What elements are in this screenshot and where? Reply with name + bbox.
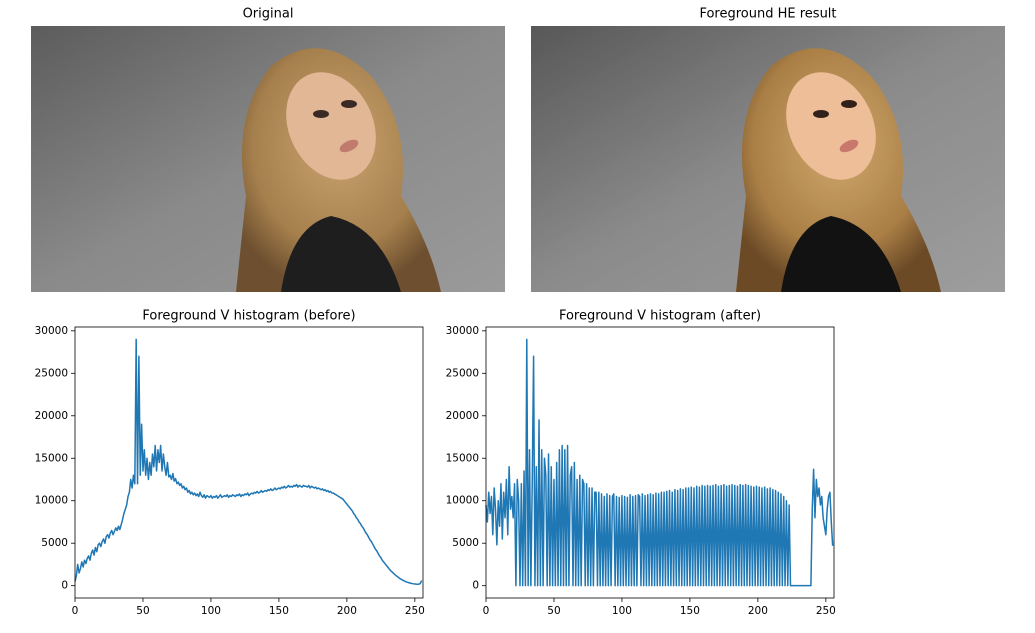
image-title: Original [243,7,294,22]
image-title: Foreground HE result [699,7,836,22]
data-line [74,338,423,585]
y-tick-label: 10000 [35,495,68,507]
x-tick-label: 0 [483,605,490,617]
y-tick-label: 15000 [446,452,479,464]
x-tick-label: 200 [748,605,768,617]
axes-frame [74,326,424,599]
x-tick-label: 150 [680,605,700,617]
x-tick-label: 50 [547,605,560,617]
x-tick-label: 100 [201,605,221,617]
image-result: Foreground HE result [531,7,1005,292]
chart-title: Foreground V histogram (after) [559,309,761,324]
x-tick-label: 100 [612,605,632,617]
y-tick-label: 5000 [452,537,479,549]
y-tick-label: 5000 [41,537,68,549]
y-tick-label: 25000 [35,367,68,379]
y-tick-label: 20000 [35,410,68,422]
x-tick-label: 200 [337,605,357,617]
data-line [485,338,834,587]
y-tick-label: 30000 [446,325,479,337]
x-tick-label: 250 [405,605,425,617]
y-tick-label: 0 [472,580,479,592]
x-tick-label: 150 [269,605,289,617]
y-tick-label: 20000 [446,410,479,422]
y-tick-label: 30000 [35,325,68,337]
x-tick-label: 50 [136,605,149,617]
image-original: Original [31,7,505,292]
x-tick-label: 0 [72,605,79,617]
y-tick-label: 10000 [446,495,479,507]
y-tick-label: 25000 [446,367,479,379]
x-tick-label: 250 [816,605,836,617]
axes-frame [485,326,835,599]
y-tick-label: 0 [61,580,68,592]
y-tick-label: 15000 [35,452,68,464]
chart-title: Foreground V histogram (before) [142,309,355,324]
